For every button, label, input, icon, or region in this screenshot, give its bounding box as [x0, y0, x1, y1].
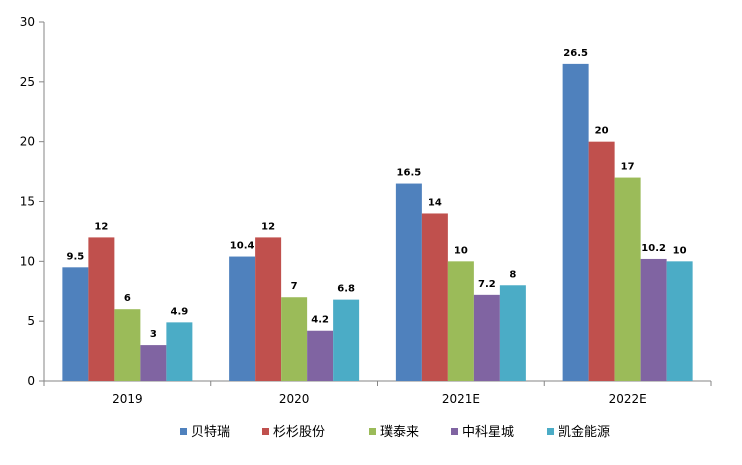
legend-swatch — [547, 428, 554, 435]
data-label: 26.5 — [563, 48, 588, 59]
data-label: 7 — [291, 281, 298, 292]
x-tick-label: 2022E — [609, 392, 647, 406]
bar — [421, 213, 448, 381]
data-label: 4.9 — [171, 306, 189, 317]
data-label: 4.2 — [311, 315, 329, 326]
data-label: 6 — [124, 293, 131, 304]
y-tick-label: 5 — [27, 314, 35, 328]
data-label: 17 — [621, 162, 635, 173]
bar — [640, 258, 667, 381]
legend-entry-label: 贝特瑞 — [191, 425, 230, 440]
y-tick-label: 30 — [20, 15, 35, 29]
data-label: 12 — [261, 221, 275, 232]
y-tick-label: 0 — [27, 374, 35, 388]
x-tick-label: 2020 — [279, 392, 310, 406]
data-label: 12 — [94, 221, 108, 232]
legend-entry-label: 中科星城 — [462, 425, 514, 440]
bar — [166, 322, 193, 381]
bar — [333, 299, 360, 381]
bar — [447, 261, 474, 381]
bar — [499, 285, 526, 381]
x-tick-label: 2021E — [442, 392, 480, 406]
bar — [281, 297, 308, 381]
data-label: 20 — [595, 126, 609, 137]
data-label: 8 — [509, 269, 516, 280]
y-tick-label: 15 — [20, 195, 35, 209]
legend-entry-label: 璞泰来 — [380, 425, 419, 440]
data-label: 16.5 — [397, 168, 422, 179]
data-label: 10.2 — [641, 243, 666, 254]
legend: 贝特瑞 杉杉股份 璞泰来 中科星城 凯金能源 — [180, 424, 610, 440]
bar — [666, 261, 693, 381]
legend-swatch — [262, 428, 269, 435]
bar — [562, 63, 589, 382]
bar — [395, 183, 422, 381]
bar — [62, 267, 89, 381]
data-label: 10 — [454, 245, 468, 256]
bar — [255, 237, 282, 381]
data-label: 3 — [150, 329, 157, 340]
data-label: 7.2 — [478, 279, 496, 290]
data-label: 10 — [673, 245, 687, 256]
bar — [307, 330, 334, 381]
bar — [114, 309, 141, 381]
bar — [588, 141, 615, 381]
bars — [62, 63, 693, 382]
data-label: 14 — [428, 197, 442, 208]
legend-entry-label: 杉杉股份 — [273, 425, 325, 440]
bar — [614, 177, 641, 381]
legend-swatch — [180, 428, 187, 435]
y-tick-label: 20 — [20, 135, 35, 149]
bar — [88, 237, 115, 381]
legend-entry-label: 凯金能源 — [558, 424, 610, 440]
y-tick-label: 25 — [20, 75, 35, 89]
bar — [229, 256, 256, 381]
y-tick-label: 10 — [20, 254, 35, 268]
legend-swatch — [451, 428, 458, 435]
x-tick-label: 2019 — [112, 392, 143, 406]
data-label: 6.8 — [337, 284, 355, 295]
bar — [140, 345, 167, 381]
value-labels: 9.5 12 6 3 4.9 10.4 12 7 4.2 6.8 16.5 14 10 7.2 8 26.5 2… — [67, 48, 687, 340]
legend-swatch — [369, 428, 376, 435]
data-label: 10.4 — [230, 241, 255, 252]
bar — [473, 294, 500, 381]
data-label: 9.5 — [67, 251, 85, 262]
